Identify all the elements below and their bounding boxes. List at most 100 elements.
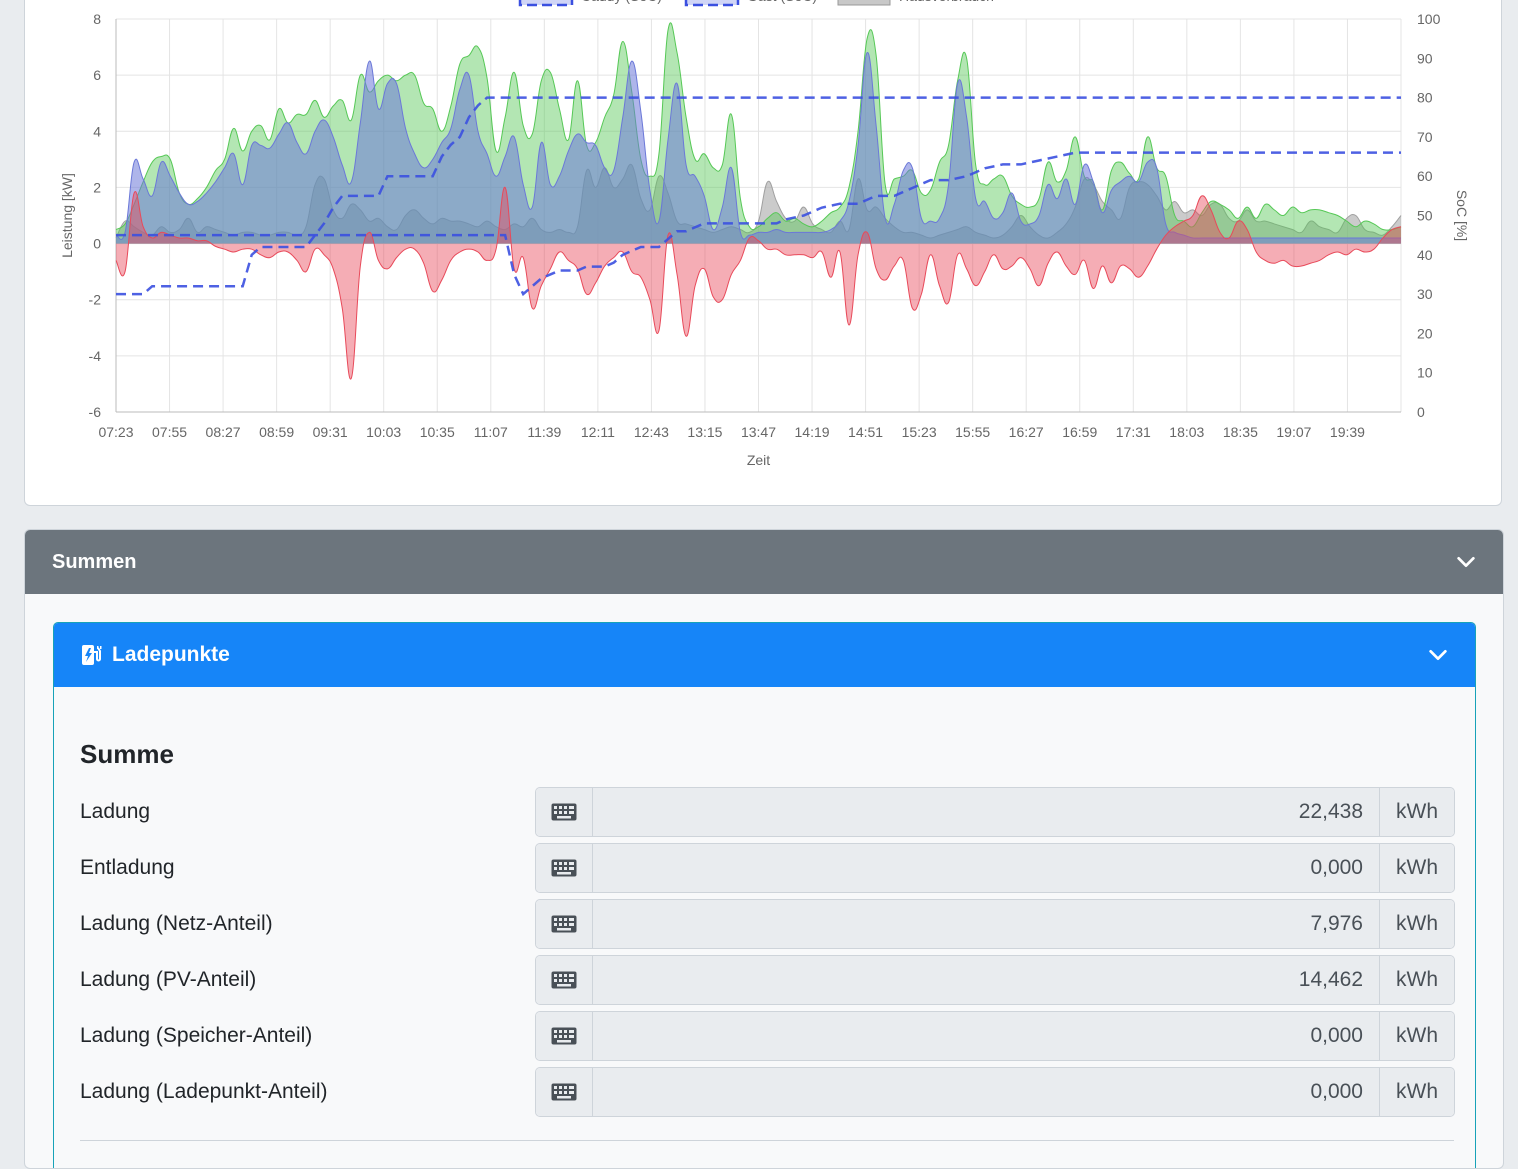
chevron-down-icon[interactable] [1455,551,1477,573]
y2-tick-label: 90 [1417,50,1433,66]
divider [80,1140,1454,1141]
chevron-down-icon[interactable] [1427,644,1449,666]
row-label: Ladung [80,800,151,823]
unit-label: kWh [1379,1068,1454,1116]
summen-card: Summen Ladepunkte Summe Ladung 2 [24,529,1504,1169]
y2-tick-label: 60 [1417,168,1433,184]
x-tick-label: 19:07 [1276,424,1311,440]
legend-label: Hausverbrauch [899,0,994,4]
value-field[interactable]: 22,438 [593,788,1379,836]
x-tick-label: 17:31 [1116,424,1151,440]
x-tick-label: 18:35 [1223,424,1258,440]
x-tick-label: 08:59 [259,424,294,440]
x-tick-label: 15:23 [902,424,937,440]
summe-row: Ladung (Netz-Anteil) 7,976 kWh [80,896,1455,952]
y-tick-label: -4 [89,348,102,364]
value-input-group: 0,000 kWh [535,1067,1455,1117]
unit-label: kWh [1379,788,1454,836]
row-label: Ladung (Netz-Anteil) [80,912,273,935]
ladepunkte-title: Ladepunkte [112,643,230,666]
x-tick-label: 09:31 [313,424,348,440]
y2-tick-label: 70 [1417,129,1433,145]
y2-tick-label: 20 [1417,325,1433,341]
unit-label: kWh [1379,900,1454,948]
y-axis-title: Leistung [kW] [59,173,75,258]
value-input-group: 14,462 kWh [535,955,1455,1005]
legend-label: Caddy (SoC) [581,0,662,4]
legend-swatch [518,0,574,7]
x-tick-label: 14:19 [795,424,830,440]
series-area [116,52,1401,244]
x-tick-label: 13:15 [687,424,722,440]
unit-label: kWh [1379,844,1454,892]
value-field[interactable]: 0,000 [593,1068,1379,1116]
value-input-group: 0,000 kWh [535,843,1455,893]
series-line [115,186,1402,380]
row-label: Entladung [80,856,175,879]
x-tick-label: 13:47 [741,424,776,440]
y2-tick-label: 10 [1417,365,1433,381]
y-tick-label: 6 [93,67,101,83]
summe-row: Ladung (Ladepunkt-Anteil) 0,000 kWh [80,1064,1455,1120]
x-axis-title: Zeit [747,452,770,468]
x-tick-label: 14:51 [848,424,883,440]
summe-rows: Ladung 22,438 kWh Entladung 0,000 kWh Ladung (… [80,784,1455,1120]
y-tick-label: -2 [89,292,102,308]
value-input-group: 7,976 kWh [535,899,1455,949]
keyboard-icon [536,1012,593,1060]
summe-row: Ladung (PV-Anteil) 14,462 kWh [80,952,1455,1008]
chart-card: 8 6 4 2 0 -2 -4 -6 100 90 80 70 60 50 40 30 20 10 0 07:23 07… [24,0,1502,506]
value-field[interactable]: 0,000 [593,844,1379,892]
x-tick-label: 12:43 [634,424,669,440]
keyboard-icon [536,844,593,892]
y2-tick-label: 50 [1417,208,1433,224]
y2-tick-label: 30 [1417,286,1433,302]
unit-label: kWh [1379,956,1454,1004]
ladepunkte-card: Ladepunkte Summe Ladung 22,438 kWh Entladun… [53,622,1476,1168]
x-tick-label: 16:27 [1009,424,1044,440]
y-tick-label: 4 [93,123,101,139]
keyboard-icon [536,788,593,836]
value-input-group: 0,000 kWh [535,1011,1455,1061]
soc-line [116,151,1401,297]
keyboard-icon [536,900,593,948]
x-tick-label: 08:27 [206,424,241,440]
y-tick-label: 8 [93,11,101,27]
y2-tick-label: 0 [1417,404,1425,420]
series-line [115,52,1401,240]
value-field[interactable]: 14,462 [593,956,1379,1004]
summe-row: Entladung 0,000 kWh [80,840,1455,896]
value-input-group: 22,438 kWh [535,787,1455,837]
value-field[interactable]: 7,976 [593,900,1379,948]
summen-header[interactable]: Summen [25,530,1503,594]
legend-swatch [684,0,740,7]
x-tick-label: 10:35 [420,424,455,440]
summe-row: Ladung (Speicher-Anteil) 0,000 kWh [80,1008,1455,1064]
x-tick-label: 12:11 [581,424,615,440]
summen-title: Summen [52,550,137,573]
y2-axis-title: SoC [%] [1454,190,1470,241]
legend-label: Gast (SoC) [747,0,817,4]
ladepunkte-header[interactable]: Ladepunkte [54,623,1475,687]
value-field[interactable]: 0,000 [593,1012,1379,1060]
row-label: Ladung (Speicher-Anteil) [80,1024,313,1047]
x-tick-label: 11:07 [474,424,508,440]
keyboard-icon [536,1068,593,1116]
keyboard-icon [536,956,593,1004]
x-tick-label: 07:23 [98,424,133,440]
y2-tick-label: 100 [1417,11,1441,27]
summe-heading: Summe [80,739,174,769]
y2-tick-label: 80 [1417,90,1433,106]
soc-line [116,96,1401,296]
row-label: Ladung (Ladepunkt-Anteil) [80,1080,328,1103]
legend-swatch [837,0,891,6]
y-tick-label: -6 [89,404,102,420]
x-tick-label: 10:03 [366,424,401,440]
y2-tick-label: 40 [1417,247,1433,263]
x-tick-label: 19:39 [1330,424,1365,440]
unit-label: kWh [1379,1012,1454,1060]
x-tick-label: 18:03 [1169,424,1204,440]
charging-station-icon [82,645,102,665]
row-label: Ladung (PV-Anteil) [80,968,257,991]
